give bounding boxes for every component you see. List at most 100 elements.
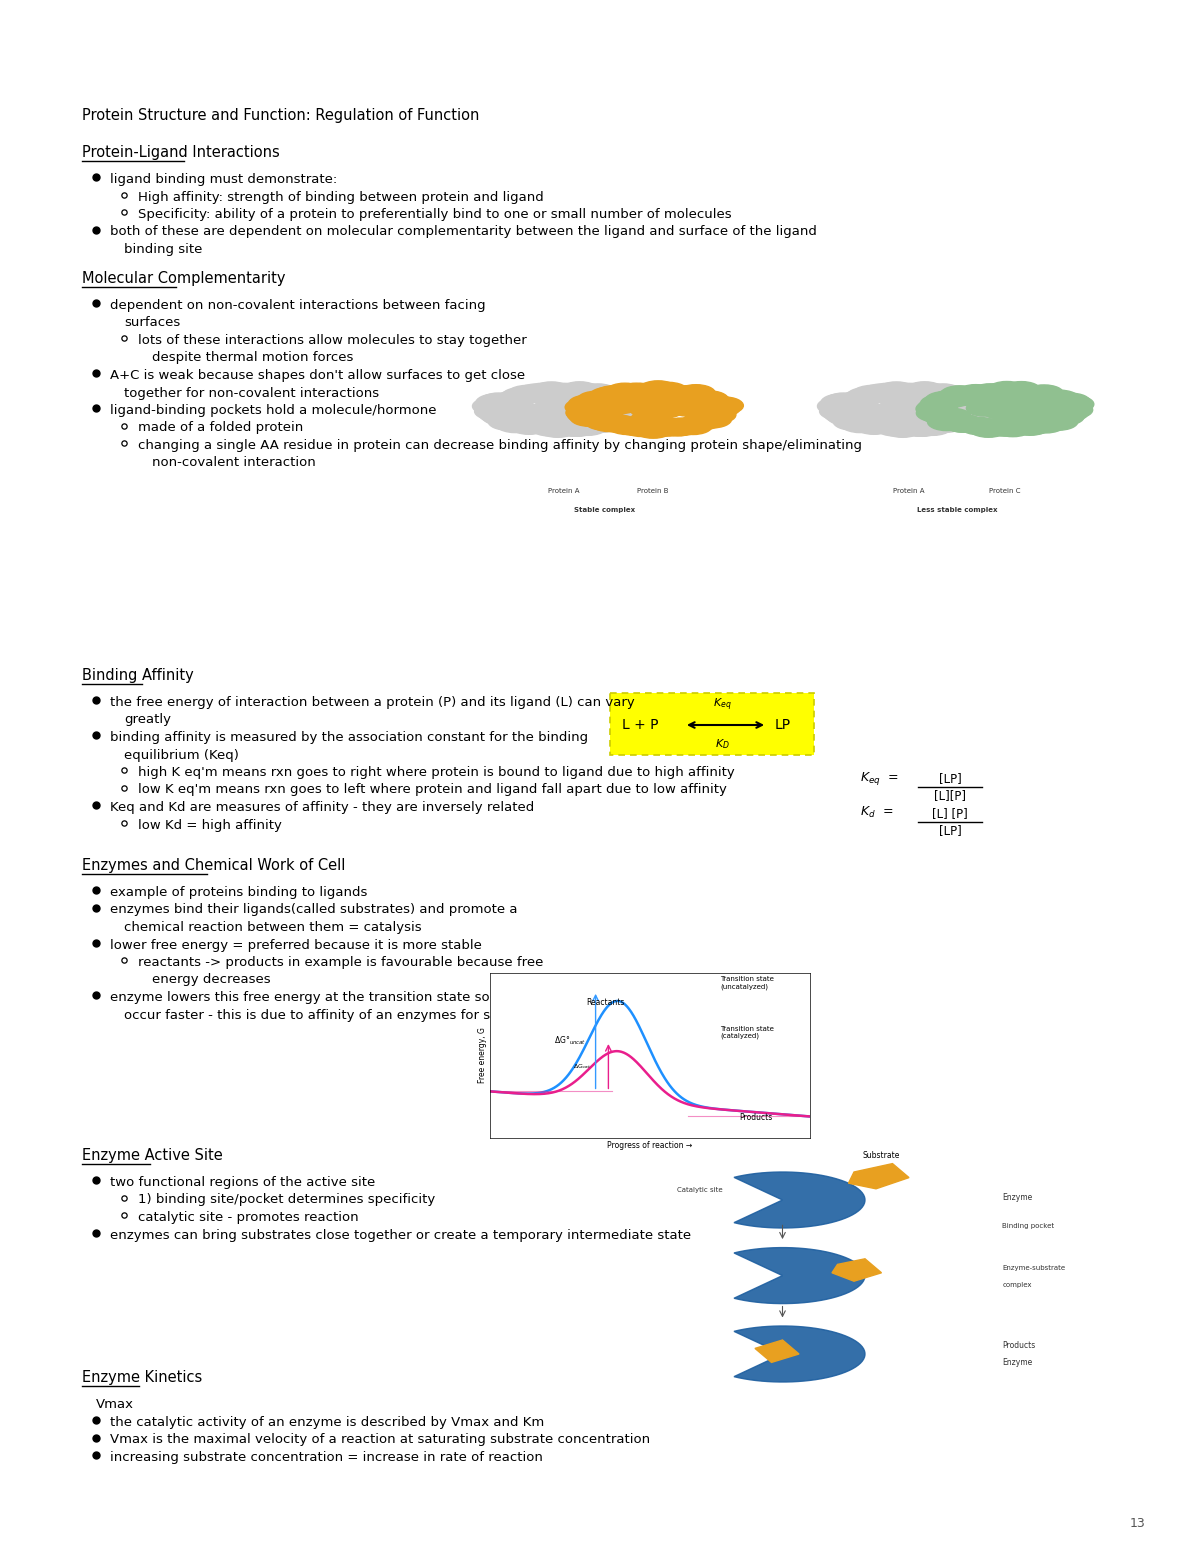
Text: high K eq'm means rxn goes to right where protein is bound to ligand due to high: high K eq'm means rxn goes to right wher…	[138, 766, 734, 780]
Circle shape	[617, 384, 655, 401]
Circle shape	[607, 418, 647, 435]
Circle shape	[890, 418, 929, 435]
Circle shape	[569, 394, 607, 413]
Circle shape	[1050, 404, 1088, 421]
Circle shape	[944, 391, 983, 408]
Polygon shape	[734, 1326, 865, 1382]
Circle shape	[922, 407, 960, 424]
Circle shape	[1039, 413, 1078, 430]
Circle shape	[881, 394, 916, 410]
Circle shape	[497, 390, 535, 408]
Text: Vmax: Vmax	[96, 1398, 134, 1412]
Circle shape	[658, 419, 697, 436]
Circle shape	[941, 385, 979, 404]
Circle shape	[959, 402, 998, 419]
Circle shape	[908, 399, 943, 415]
Text: chemical reaction between them = catalysis: chemical reaction between them = catalys…	[124, 921, 421, 933]
Circle shape	[877, 382, 916, 399]
Circle shape	[473, 398, 511, 415]
Circle shape	[479, 405, 517, 422]
Circle shape	[553, 393, 588, 408]
Circle shape	[984, 404, 1019, 419]
Circle shape	[821, 394, 859, 412]
Circle shape	[925, 391, 964, 408]
Text: non-covalent interaction: non-covalent interaction	[152, 457, 316, 469]
Circle shape	[548, 407, 583, 422]
Circle shape	[590, 399, 625, 415]
Circle shape	[667, 385, 707, 404]
Circle shape	[512, 416, 551, 433]
Circle shape	[476, 394, 515, 412]
Circle shape	[569, 401, 608, 418]
Circle shape	[905, 382, 944, 399]
Circle shape	[982, 391, 1016, 405]
Text: Transition state
(catalyzed): Transition state (catalyzed)	[720, 1027, 774, 1039]
Circle shape	[956, 385, 995, 402]
Circle shape	[958, 405, 996, 422]
Circle shape	[602, 398, 637, 413]
Circle shape	[990, 402, 1025, 418]
Circle shape	[607, 396, 646, 413]
Circle shape	[635, 399, 670, 415]
Circle shape	[823, 399, 863, 418]
Text: surfaces: surfaces	[124, 317, 180, 329]
Circle shape	[593, 391, 632, 408]
Text: [LP]: [LP]	[938, 825, 961, 837]
Circle shape	[496, 415, 534, 433]
Circle shape	[595, 412, 634, 429]
Circle shape	[992, 384, 1031, 401]
Circle shape	[1051, 393, 1091, 410]
Circle shape	[547, 398, 582, 413]
Circle shape	[678, 387, 716, 404]
Text: $K_D$: $K_D$	[714, 738, 730, 750]
Text: ΔG°$_{uncat}$: ΔG°$_{uncat}$	[554, 1034, 587, 1047]
Circle shape	[691, 408, 730, 426]
Circle shape	[925, 415, 965, 432]
Circle shape	[817, 398, 856, 415]
Text: Less stable complex: Less stable complex	[917, 506, 997, 512]
Text: Transition state
(uncatalyzed): Transition state (uncatalyzed)	[720, 977, 774, 989]
Circle shape	[644, 399, 679, 415]
Text: enzymes bind their ligands(called substrates) and promote a: enzymes bind their ligands(called substr…	[110, 904, 517, 916]
Circle shape	[539, 419, 577, 438]
Text: increasing substrate concentration = increase in rate of reaction: increasing substrate concentration = inc…	[110, 1451, 542, 1464]
Text: binding site: binding site	[124, 242, 203, 256]
Circle shape	[1027, 413, 1067, 432]
Text: A+C is weak because shapes don't allow surfaces to get close: A+C is weak because shapes don't allow s…	[110, 370, 526, 382]
Text: binding affinity is measured by the association constant for the binding: binding affinity is measured by the asso…	[110, 731, 588, 744]
Circle shape	[920, 394, 959, 412]
Text: [L][P]: [L][P]	[934, 789, 966, 801]
Circle shape	[1022, 385, 1061, 402]
Circle shape	[893, 407, 928, 422]
Circle shape	[545, 384, 583, 401]
Circle shape	[568, 407, 606, 424]
Circle shape	[563, 399, 598, 415]
Circle shape	[532, 382, 571, 399]
Text: Protein A: Protein A	[893, 488, 924, 494]
Text: example of proteins binding to ligands: example of proteins binding to ligands	[110, 887, 367, 899]
Circle shape	[1034, 402, 1069, 418]
Circle shape	[827, 408, 866, 426]
Circle shape	[634, 421, 672, 438]
Circle shape	[1045, 408, 1084, 426]
Circle shape	[916, 401, 955, 418]
Circle shape	[530, 419, 569, 436]
Text: Reactants: Reactants	[586, 997, 624, 1006]
Circle shape	[1003, 405, 1038, 421]
Circle shape	[566, 404, 605, 421]
Circle shape	[960, 404, 998, 421]
Text: Substrate: Substrate	[863, 1151, 900, 1160]
Circle shape	[1025, 385, 1063, 402]
Circle shape	[569, 418, 607, 435]
Circle shape	[630, 402, 665, 418]
Circle shape	[1027, 388, 1067, 405]
Text: low Kd = high affinity: low Kd = high affinity	[138, 818, 282, 831]
Circle shape	[704, 398, 743, 415]
Text: the catalytic activity of an enzyme is described by Vmax and Km: the catalytic activity of an enzyme is d…	[110, 1416, 545, 1429]
Text: Products: Products	[1002, 1342, 1036, 1351]
Circle shape	[568, 384, 606, 401]
Circle shape	[558, 419, 596, 436]
Circle shape	[581, 415, 619, 432]
Circle shape	[988, 382, 1026, 399]
Circle shape	[662, 418, 701, 435]
